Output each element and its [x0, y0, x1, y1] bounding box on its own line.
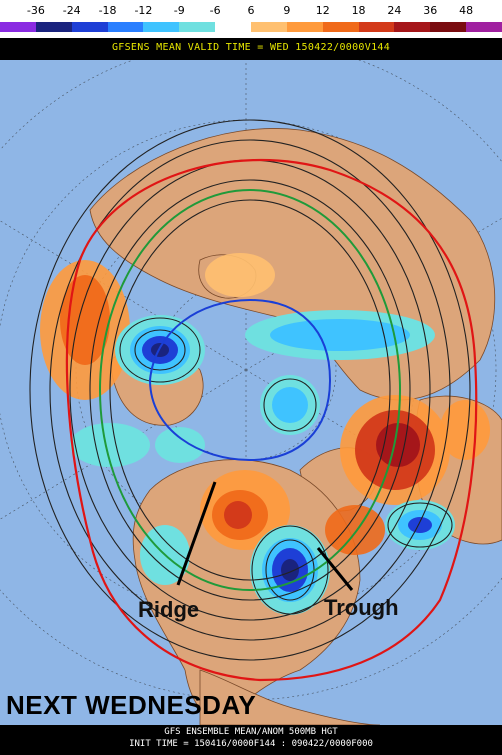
footer-product-line: GFS ENSEMBLE MEAN/ANOM 500MB HGT — [164, 727, 338, 737]
negative-anomalies — [70, 310, 455, 615]
legend-tick-label: -9 — [173, 4, 185, 17]
legend-swatch — [394, 22, 431, 32]
polar-stereographic-map — [0, 60, 502, 725]
legend-tick-label: 36 — [423, 4, 438, 17]
legend-tick-label: -18 — [98, 4, 117, 17]
trough-label: Trough — [324, 595, 399, 620]
legend-swatch — [286, 22, 323, 32]
legend-swatch — [143, 22, 180, 32]
map-footer: GFS ENSEMBLE MEAN/ANOM 500MB HGT INIT TI… — [0, 725, 502, 755]
legend-swatch — [322, 22, 359, 32]
legend-tick-label: -12 — [134, 4, 153, 17]
legend-tick-label: 9 — [283, 4, 291, 17]
legend-tick-label: -6 — [209, 4, 221, 17]
ridge-label: Ridge — [138, 597, 200, 622]
legend-swatch — [358, 22, 395, 32]
legend-swatch — [466, 22, 502, 32]
central-america-landmass — [199, 669, 381, 725]
legend-swatch — [179, 22, 216, 32]
ridge-arrow — [176, 481, 217, 586]
legend-tick-label: 12 — [315, 4, 330, 17]
legend-swatch — [215, 22, 251, 32]
positive-anomalies — [40, 253, 490, 555]
blue-contour — [148, 298, 332, 462]
legend-tick-label: 24 — [387, 4, 402, 17]
height-contours — [29, 119, 471, 661]
legend-tick-label: -36 — [26, 4, 45, 17]
annotation-arrows — [176, 481, 354, 591]
footer-init-time-line: INIT TIME = 150416/0000F144 : 090422/000… — [129, 739, 373, 749]
map-header: GFSENS MEAN VALID TIME = WED 150422/0000… — [0, 38, 502, 60]
legend-swatch — [107, 22, 144, 32]
legend-swatch — [430, 22, 467, 32]
red-contour — [65, 158, 478, 682]
trough-arrow — [316, 547, 354, 591]
legend-swatch — [35, 22, 72, 32]
valid-time-title: GFSENS MEAN VALID TIME = WED 150422/0000… — [111, 42, 391, 53]
green-contours — [99, 189, 401, 591]
legend-swatch — [71, 22, 108, 32]
legend-tick-label: 48 — [459, 4, 474, 17]
legend-tick-label: -24 — [62, 4, 81, 17]
legend-swatch — [0, 22, 36, 32]
legend-swatch — [251, 22, 287, 32]
caption-next-wednesday: NEXT WEDNESDAY — [6, 690, 257, 720]
legend-tick-label: 18 — [351, 4, 366, 17]
legend-tick-label: 6 — [247, 4, 255, 17]
anomaly-color-legend: -36 -24 -18 -12 -9 -6 6 9 12 18 24 36 48 — [0, 0, 502, 38]
